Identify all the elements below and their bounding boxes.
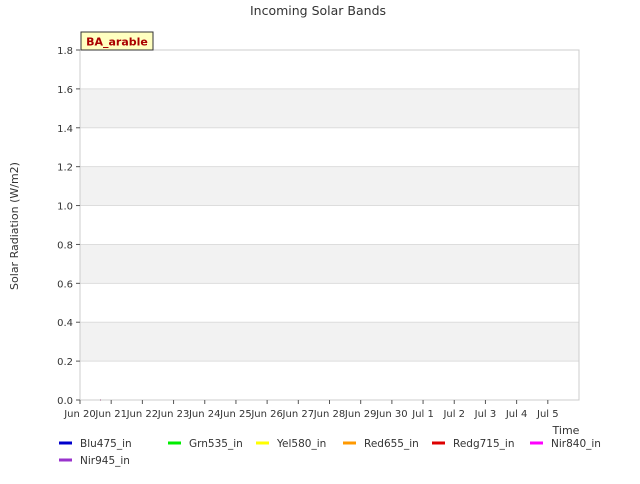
x-tick-label: Jun 23	[157, 409, 190, 420]
y-tick-label: 0.0	[57, 396, 73, 407]
x-tick-label: Jul 1	[411, 409, 434, 420]
x-tick-label: Jun 21	[94, 409, 127, 420]
x-tick-label: Jun 29	[344, 409, 377, 420]
y-tick-label: 1.6	[57, 85, 73, 96]
x-axis-label: Time	[552, 424, 580, 437]
y-tick-label: 1.8	[57, 46, 73, 57]
legend-label: Nir840_in	[551, 438, 601, 450]
legend: Blu475_in Grn535_in Yel580_in Red655_in Redg…	[59, 438, 601, 467]
y-axis-ticks: 0.0 0.2 0.4 0.6 0.8 1.0 1.2 1.4 1.6 1.8	[57, 46, 80, 407]
x-tick-label: Jun 20	[63, 409, 96, 420]
y-tick-label: 0.8	[57, 240, 73, 251]
x-tick-label: Jun 22	[126, 409, 159, 420]
legend-label: Redg715_in	[453, 438, 514, 450]
grid-band	[80, 244, 579, 284]
y-axis-label: Solar Radiation (W/m2)	[8, 162, 21, 290]
legend-label: Red655_in	[364, 438, 419, 450]
grid-band	[80, 88, 579, 128]
y-tick-label: 0.6	[57, 279, 73, 290]
legend-label: Grn535_in	[189, 438, 243, 450]
y-tick-label: 0.2	[57, 357, 73, 368]
x-tick-label: Jul 4	[505, 409, 528, 420]
x-tick-label: Jun 26	[250, 409, 283, 420]
y-tick-label: 1.4	[57, 124, 73, 135]
x-axis-ticks: Jun 20 Jun 21 Jun 22 Jun 23 Jun 24 Jun 25 Jun …	[63, 400, 559, 420]
x-tick-label: Jul 3	[474, 409, 497, 420]
y-tick-label: 0.4	[57, 318, 73, 329]
x-tick-label: Jul 2	[442, 409, 465, 420]
legend-label: Blu475_in	[80, 438, 132, 450]
chart-title: Incoming Solar Bands	[250, 3, 386, 18]
grid-band	[80, 322, 579, 362]
y-tick-label: 1.2	[57, 163, 73, 174]
grid-band	[80, 166, 579, 206]
grid-bands	[80, 88, 579, 362]
site-label-box: BA_arable	[80, 31, 154, 51]
x-tick-label: Jun 27	[282, 409, 315, 420]
x-tick-label: Jul 5	[536, 409, 559, 420]
x-tick-label: Jun 30	[375, 409, 408, 420]
legend-label: Yel580_in	[276, 438, 326, 450]
x-tick-label: Jun 25	[219, 409, 252, 420]
site-label: BA_arable	[86, 36, 148, 49]
x-tick-label: Jun 28	[313, 409, 346, 420]
legend-label: Nir945_in	[80, 455, 130, 467]
y-tick-label: 1.0	[57, 202, 73, 213]
x-tick-label: Jun 24	[188, 409, 221, 420]
